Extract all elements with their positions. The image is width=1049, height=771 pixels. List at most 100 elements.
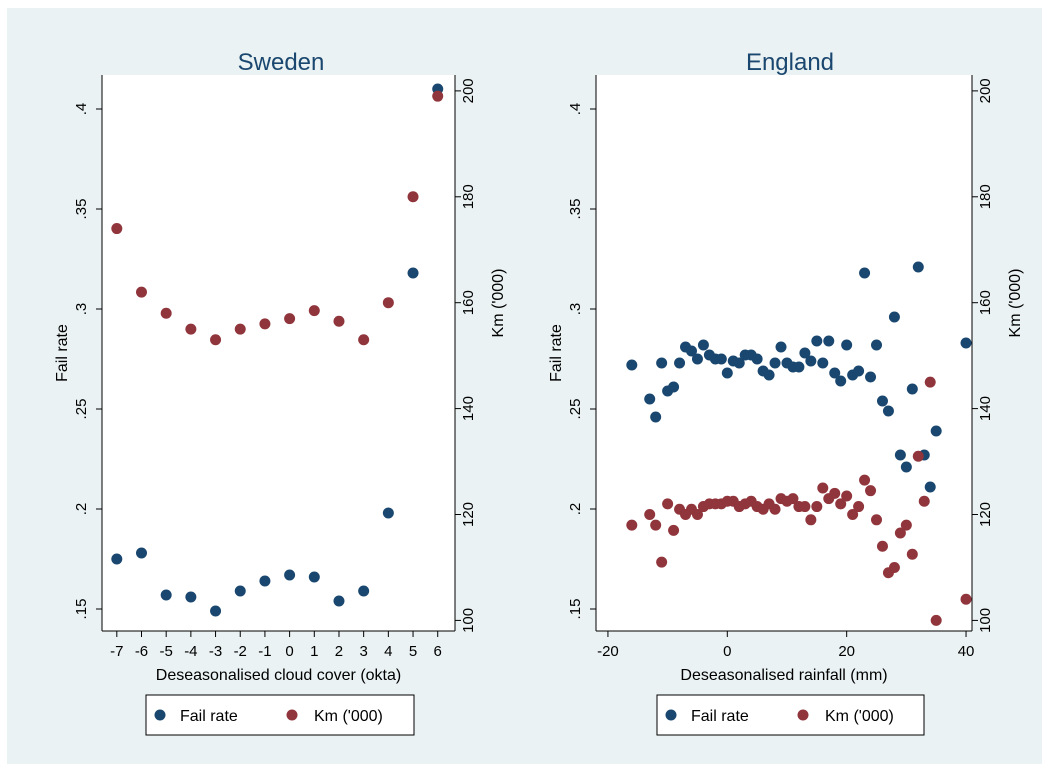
fail-rate-point: [912, 261, 924, 273]
y-tick-label-right: 180: [460, 184, 477, 209]
y-tick-label-right: 140: [977, 396, 994, 421]
km-point: [841, 490, 853, 502]
km-point: [358, 334, 370, 346]
km-point: [259, 318, 271, 330]
fail-rate-point: [841, 339, 853, 351]
fail-rate-point: [358, 585, 370, 597]
km-point: [906, 548, 918, 560]
fail-rate-point: [763, 369, 775, 381]
x-tick-label: 0: [723, 643, 731, 660]
fail-rate-point: [691, 353, 703, 365]
x-tick-label: -4: [184, 643, 197, 660]
x-tick-label: -6: [135, 643, 148, 660]
x-tick-label: 2: [335, 643, 343, 660]
x-tick-label: 40: [958, 643, 975, 660]
km-point: [644, 509, 656, 521]
fail-rate-point: [859, 267, 871, 279]
legend: Fail rate Km ('000): [656, 694, 925, 736]
km-point: [234, 323, 246, 335]
fail-rate-point: [871, 339, 883, 351]
fail-rate-point: [715, 353, 727, 365]
x-axis-title: Deseasonalised cloud cover (okta): [156, 667, 401, 684]
y-tick-label-right: 100: [977, 608, 994, 633]
km-point: [871, 514, 883, 526]
legend-marker: [797, 709, 809, 721]
fail-rate-point: [668, 381, 680, 393]
fail-rate-point: [817, 357, 829, 369]
series-km: [626, 376, 972, 626]
x-tick-label: -7: [110, 643, 123, 660]
km-point: [691, 509, 703, 521]
fail-rate-point: [308, 571, 320, 583]
x-tick-label: 6: [434, 643, 442, 660]
fail-rate-point: [865, 371, 877, 383]
km-point: [626, 519, 638, 531]
legend: Fail rate Km ('000): [145, 694, 415, 736]
km-point: [668, 524, 680, 536]
km-point: [805, 514, 817, 526]
y-tick-label-right: 200: [460, 78, 477, 103]
legend-marker: [665, 709, 677, 721]
legend-label: Km ('000): [825, 708, 894, 725]
fail-rate-point: [626, 359, 638, 371]
y-axis-title-left: Fail rate: [548, 324, 565, 382]
y-tick-label-left: .4: [73, 103, 90, 116]
fail-rate-point: [811, 335, 823, 347]
fail-rate-point: [111, 553, 123, 565]
y-tick-label-left: .2: [567, 503, 584, 516]
km-point: [650, 519, 662, 531]
legend-marker: [286, 709, 298, 721]
fail-rate-point: [853, 365, 865, 377]
fail-rate-point: [900, 461, 912, 473]
km-point: [811, 501, 823, 513]
fail-rate-point: [906, 383, 918, 395]
fail-rate-point: [644, 393, 656, 405]
fail-rate-point: [924, 481, 936, 493]
fail-rate-point: [674, 357, 686, 369]
km-point: [847, 509, 859, 521]
km-point: [865, 485, 877, 497]
y-axis-title-left: Fail rate: [54, 324, 71, 382]
fail-rate-point: [685, 345, 697, 357]
legend-marker: [154, 709, 166, 721]
km-point: [407, 191, 419, 203]
series-km: [111, 90, 444, 346]
y-tick-label-left: .15: [73, 599, 90, 620]
x-tick-label: -2: [234, 643, 247, 660]
fail-rate-point: [835, 375, 847, 387]
y-tick-label-left: .4: [567, 103, 584, 116]
km-point: [308, 305, 320, 317]
y-axis-title-right: Km ('000): [490, 269, 507, 338]
x-tick-label: 3: [359, 643, 367, 660]
km-point: [859, 474, 871, 486]
y-tick-label-right: 180: [977, 184, 994, 209]
fail-rate-point: [284, 569, 296, 581]
km-point: [829, 487, 841, 499]
legend-box: [656, 694, 925, 736]
fail-rate-point: [160, 589, 172, 601]
km-point: [656, 556, 668, 568]
km-point: [817, 482, 829, 494]
x-tick-label: 5: [409, 643, 417, 660]
km-point: [960, 593, 972, 605]
fail-rate-point: [799, 347, 811, 359]
fail-rate-point: [876, 395, 888, 407]
x-tick-label: -5: [160, 643, 173, 660]
fail-rate-point: [259, 575, 271, 587]
km-point: [787, 493, 799, 505]
km-point: [382, 297, 394, 309]
y-tick-label-left: .35: [567, 199, 584, 220]
y-tick-label-left: .35: [73, 199, 90, 220]
km-point: [835, 498, 847, 510]
series-fail-rate: [626, 261, 972, 493]
km-point: [876, 540, 888, 552]
x-axis-title: Deseasonalised rainfall (mm): [680, 667, 887, 684]
km-point: [333, 315, 345, 327]
fail-rate-point: [407, 267, 419, 279]
chart-title: England: [746, 49, 834, 76]
fail-rate-point: [823, 335, 835, 347]
y-axis-title-right: Km ('000): [1007, 269, 1024, 338]
x-tick-label: -3: [209, 643, 222, 660]
km-point: [888, 561, 900, 573]
